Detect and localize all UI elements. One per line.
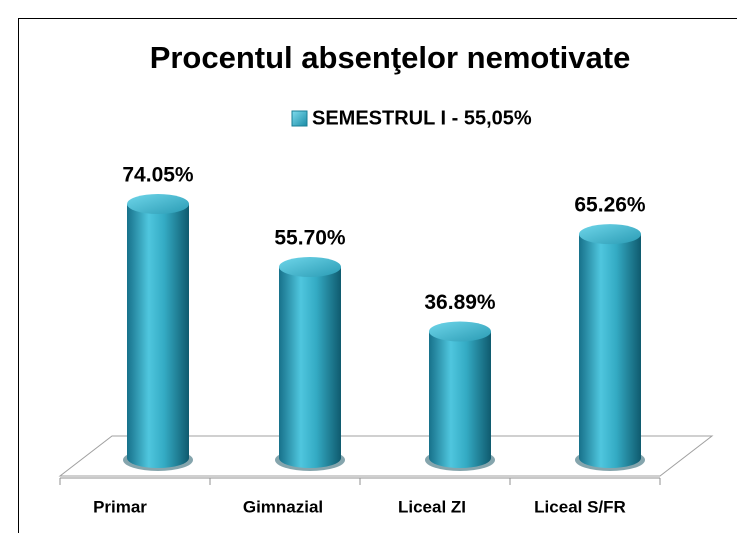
data-label: 55.70% bbox=[274, 226, 346, 249]
bar bbox=[579, 234, 641, 468]
bar bbox=[429, 331, 491, 468]
x-tick-label: Gimnazial bbox=[243, 497, 323, 516]
bar-top bbox=[579, 224, 641, 245]
data-label: 74.05% bbox=[122, 164, 194, 187]
chart-frame bbox=[18, 18, 737, 533]
legend-swatch bbox=[291, 110, 308, 127]
data-label: 36.89% bbox=[424, 291, 496, 314]
bar-top bbox=[127, 194, 189, 215]
bar bbox=[279, 266, 341, 468]
x-tick-label: Liceal S/FR bbox=[534, 497, 626, 516]
data-label: 65.26% bbox=[574, 194, 646, 217]
x-ticks bbox=[59, 478, 661, 485]
legend-label: SEMESTRUL I - 55,05% bbox=[312, 107, 532, 129]
x-tick-label: Liceal ZI bbox=[398, 497, 466, 516]
x-tick-label: Primar bbox=[93, 497, 147, 516]
floor bbox=[58, 435, 714, 477]
bar-top bbox=[429, 321, 491, 342]
chart-title: Procentul absenţelor nemotivate bbox=[150, 40, 631, 75]
bar bbox=[127, 204, 189, 469]
bar-top bbox=[279, 256, 341, 277]
